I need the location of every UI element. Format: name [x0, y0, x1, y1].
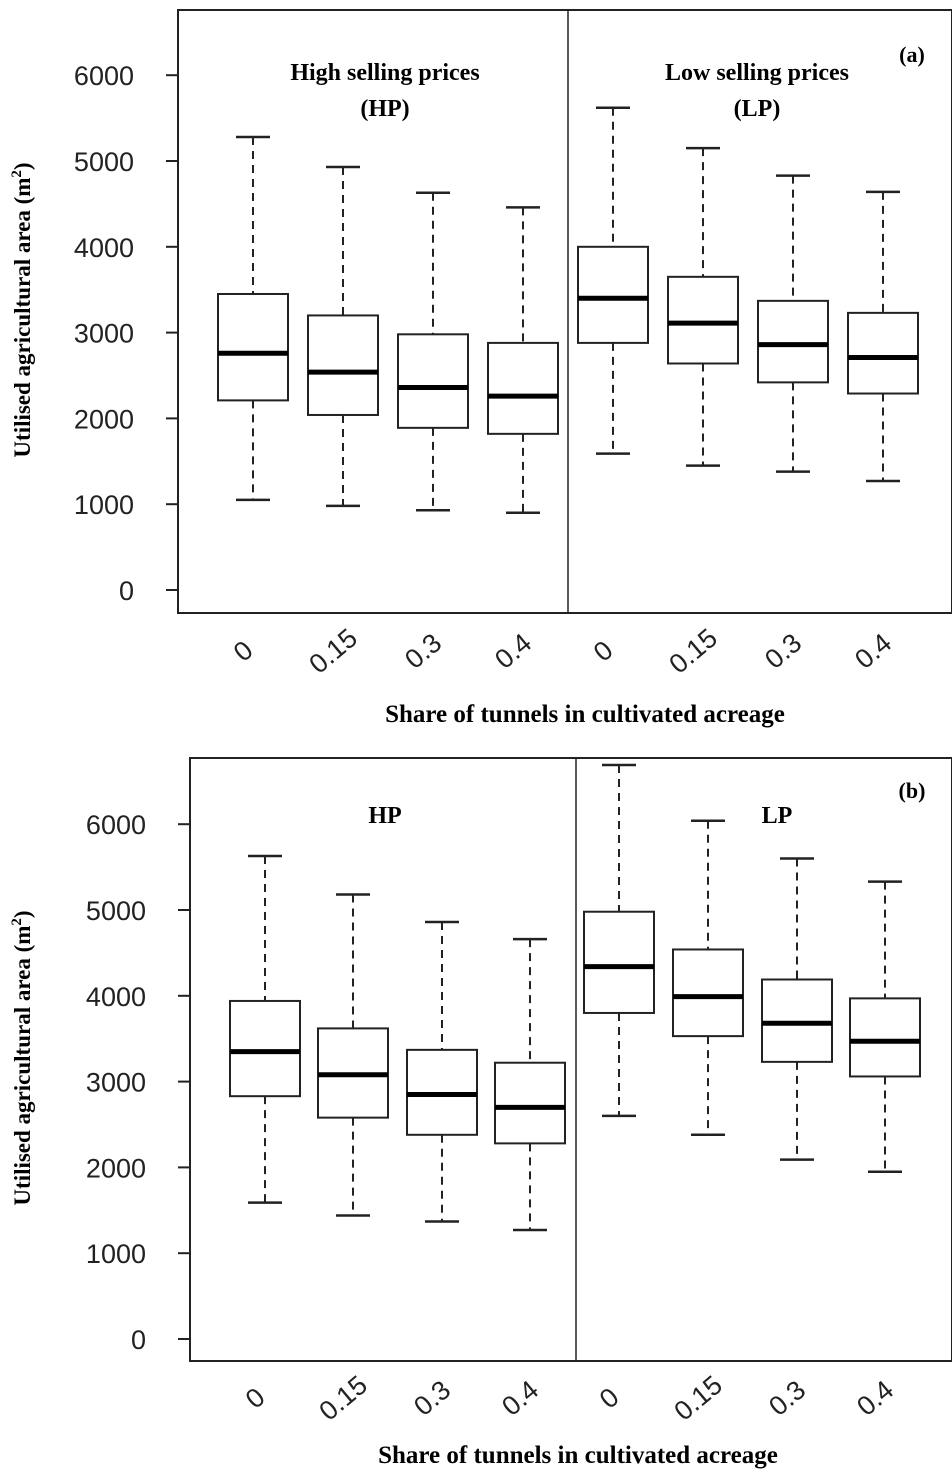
- panel-label: (a): [899, 42, 925, 67]
- box-0.3: 0.3: [407, 922, 477, 1422]
- box-0.15: 0.15: [668, 821, 743, 1427]
- box-0.3: 0.3: [762, 859, 832, 1422]
- group-subtitle: (LP): [734, 96, 781, 122]
- y-tick-label: 6000: [86, 810, 146, 840]
- y-tick-label: 1000: [86, 1239, 146, 1269]
- box-group-1: Low selling prices (LP) 0 0.15 0.3 0.4: [578, 60, 918, 679]
- x-tick-label: 0.4: [489, 628, 537, 675]
- plot-frame: [190, 758, 952, 1361]
- iqr-box: [218, 294, 288, 400]
- box-group-0: HP 0 0.15 0.3 0.4: [230, 803, 565, 1426]
- y-tick-label: 4000: [86, 982, 146, 1012]
- group-title: LP: [762, 803, 793, 829]
- x-tick-label: 0.15: [668, 1370, 728, 1427]
- x-tick-label: 0.4: [851, 1375, 899, 1422]
- panel-label: (b): [899, 778, 926, 803]
- y-tick-label: 4000: [74, 233, 134, 263]
- iqr-box: [398, 334, 468, 428]
- x-tick-label: 0: [240, 1382, 271, 1415]
- group-title: Low selling prices: [665, 60, 849, 86]
- y-axis-label: Utilised agricultural area (m2): [9, 162, 35, 457]
- y-tick-label: 6000: [74, 61, 134, 91]
- iqr-box: [230, 1001, 300, 1096]
- x-tick-label: 0.4: [496, 1375, 544, 1422]
- box-group-0: High selling prices (HP) 0 0.15 0.3 0.4: [218, 60, 558, 679]
- box-0: 0: [578, 108, 648, 668]
- x-tick-label: 0.15: [663, 623, 723, 680]
- x-tick-label: 0.3: [408, 1375, 456, 1422]
- box-0.4: 0.4: [495, 939, 565, 1421]
- x-axis-label: Share of tunnels in cultivated acreage: [378, 1442, 778, 1469]
- x-tick-label: 0.3: [759, 628, 807, 675]
- iqr-box: [495, 1063, 565, 1144]
- y-tick-label: 0: [119, 576, 134, 606]
- iqr-box: [584, 912, 654, 1013]
- iqr-box: [673, 949, 743, 1036]
- y-tick-label: 5000: [74, 147, 134, 177]
- y-tick-label: 3000: [74, 319, 134, 349]
- y-tick-label: 1000: [74, 490, 134, 520]
- iqr-box: [578, 247, 648, 343]
- box-group-1: LP 0 0.15 0.3 0.4: [584, 765, 920, 1426]
- box-0: 0: [218, 137, 288, 667]
- iqr-box: [308, 315, 378, 415]
- x-tick-label: 0.15: [303, 623, 363, 680]
- y-tick-label: 2000: [74, 404, 134, 434]
- y-tick-label: 5000: [86, 896, 146, 926]
- y-tick-label: 2000: [86, 1153, 146, 1183]
- box-0.15: 0.15: [663, 148, 738, 679]
- box-0: 0: [584, 765, 654, 1414]
- box-0.4: 0.4: [850, 882, 920, 1422]
- x-tick-label: 0.3: [399, 628, 447, 675]
- group-title: High selling prices: [290, 60, 479, 86]
- box-0.15: 0.15: [313, 895, 388, 1427]
- panel-a: 0 1000 2000 3000 4000 5000 6000 Utilised agricu…: [9, 10, 952, 728]
- iqr-box: [850, 998, 920, 1076]
- box-0: 0: [230, 856, 300, 1414]
- x-tick-label: 0: [228, 635, 259, 668]
- group-subtitle: (HP): [360, 96, 409, 122]
- box-0.4: 0.4: [488, 207, 558, 674]
- iqr-box: [488, 343, 558, 434]
- x-tick-label: 0: [594, 1382, 625, 1415]
- box-0.4: 0.4: [848, 192, 918, 675]
- iqr-box: [668, 277, 738, 364]
- group-title: HP: [368, 803, 401, 829]
- y-tick-label: 0: [131, 1325, 146, 1355]
- iqr-box: [758, 301, 828, 383]
- box-0.3: 0.3: [398, 193, 468, 675]
- iqr-box: [848, 313, 918, 394]
- panel-b: 0 1000 2000 3000 4000 5000 6000 Utilised agricu…: [9, 758, 952, 1469]
- x-tick-label: 0.15: [313, 1370, 373, 1427]
- box-0.3: 0.3: [758, 176, 828, 675]
- x-tick-label: 0.3: [763, 1375, 811, 1422]
- x-tick-label: 0.4: [849, 628, 897, 675]
- y-tick-label: 3000: [86, 1068, 146, 1098]
- box-0.15: 0.15: [303, 167, 378, 679]
- x-tick-label: 0: [588, 635, 619, 668]
- y-axis-label: Utilised agricultural area (m2): [9, 910, 35, 1205]
- iqr-box: [762, 979, 832, 1061]
- plot-frame: [178, 10, 952, 613]
- x-axis-label: Share of tunnels in cultivated acreage: [385, 701, 785, 728]
